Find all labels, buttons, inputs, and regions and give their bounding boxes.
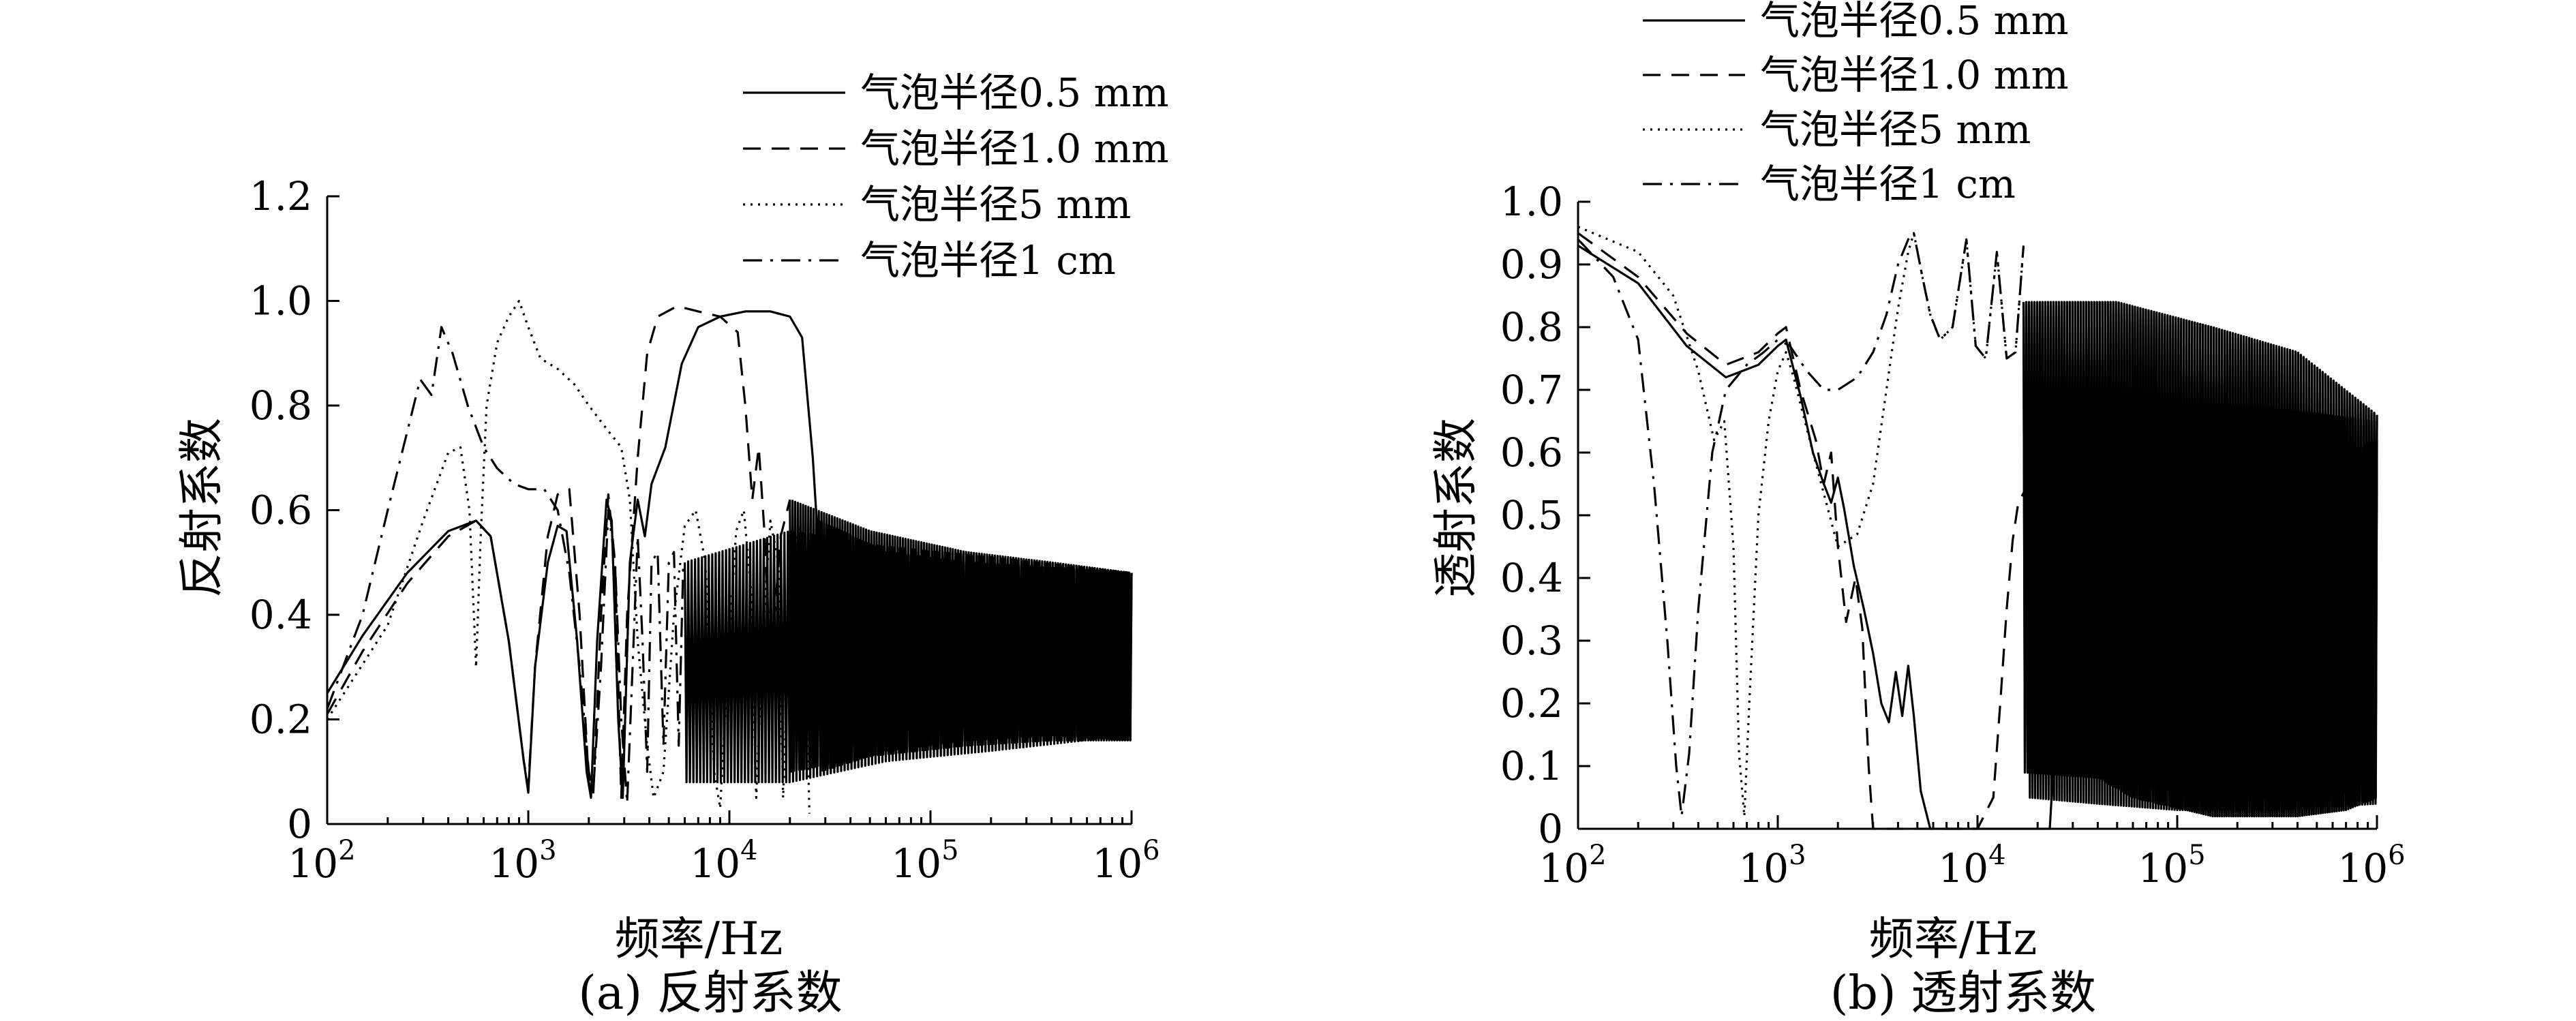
series-line: [326, 305, 791, 799]
series-dashdot: [326, 326, 1133, 804]
y-tick-label: 0.2: [249, 697, 312, 743]
y-tick-label: 0.8: [1500, 304, 1563, 350]
legend-label: 气泡半径1 cm: [860, 237, 1116, 284]
x-tick-label: 104: [690, 835, 757, 887]
y-tick-label: 0.3: [1500, 618, 1563, 664]
y-tick-label: 0.4: [249, 592, 312, 638]
panel-reflection: 0 0.2 0.4 0.6 0.8 1.0 1.2 102 103 104 105 106 气泡半径0.…: [175, 70, 1169, 1020]
panel-a-ylabel: 反射系数: [175, 418, 228, 598]
x-tick-label: 106: [2337, 840, 2405, 892]
series-oscillation-band: [2022, 301, 2378, 799]
y-tick-label: 0.6: [1500, 429, 1563, 476]
legend-label: 气泡半径0.5 mm: [860, 70, 1169, 116]
series-line: [326, 310, 821, 799]
series-oscillation-band: [684, 530, 1133, 784]
x-tick-label: 106: [1092, 835, 1160, 887]
legend-label: 气泡半径0.5 mm: [1760, 0, 2069, 44]
x-tick-label: 103: [489, 835, 556, 887]
y-tick-label: 0: [1538, 806, 1563, 852]
series-line: [326, 326, 684, 804]
series-line: [1577, 232, 2025, 818]
y-tick-label: 0.6: [249, 487, 312, 534]
x-tick-label: 102: [288, 835, 355, 887]
y-tick-label: 0.7: [1500, 367, 1563, 413]
y-tick-label: 0: [287, 801, 312, 847]
series-line: [1577, 245, 2080, 830]
x-tick-label: 105: [891, 835, 958, 887]
legend-label: 气泡半径1.0 mm: [1760, 52, 2069, 98]
y-tick-label: 0.2: [1500, 680, 1563, 727]
legend-label: 气泡半径5 mm: [1760, 106, 2031, 153]
x-tick-label: 104: [1938, 840, 2005, 892]
plot-area-transmission: 0 0.1 0.2 0.3 0.4 0.5 0.6 0.7 0.8 0.9 1.0 102 103 104…: [1500, 0, 2406, 892]
legend-label: 气泡半径1 cm: [1760, 161, 2016, 207]
y-tick-label: 1.0: [1500, 179, 1563, 225]
y-tick-label: 1.2: [249, 173, 312, 219]
panel-transmission: 0 0.1 0.2 0.3 0.4 0.5 0.6 0.7 0.8 0.9 1.0 102 103 104…: [1429, 0, 2406, 1020]
series-dashdot: [1577, 232, 2378, 818]
panel-b-caption: (b) 透射系数: [1830, 966, 2096, 1020]
series-line: [1577, 226, 2025, 818]
y-tick-label: 1.0: [249, 278, 312, 324]
legend-label: 气泡半径1.0 mm: [860, 125, 1169, 172]
panel-a-xlabel: 频率/Hz: [615, 913, 783, 965]
y-tick-label: 0.9: [1500, 241, 1563, 288]
y-tick-label: 0.4: [1500, 555, 1563, 601]
panel-b-xlabel: 频率/Hz: [1869, 913, 2037, 965]
y-tick-label: 0.5: [1500, 492, 1563, 538]
panel-b-ylabel: 透射系数: [1429, 418, 1482, 598]
x-tick-label: 103: [1738, 840, 1806, 892]
panel-a-caption: (a) 反射系数: [578, 966, 842, 1020]
x-tick-label: 102: [1539, 840, 1606, 892]
y-tick-label: 0.8: [249, 382, 312, 429]
x-tick-label: 105: [2138, 840, 2205, 892]
legend-label: 气泡半径5 mm: [860, 181, 1131, 228]
y-tick-label: 0.1: [1500, 743, 1563, 789]
plot-area-reflection: 0 0.2 0.4 0.6 0.8 1.0 1.2 102 103 104 105 106 气泡半径0.…: [249, 70, 1169, 887]
series-line: [1577, 232, 2030, 830]
